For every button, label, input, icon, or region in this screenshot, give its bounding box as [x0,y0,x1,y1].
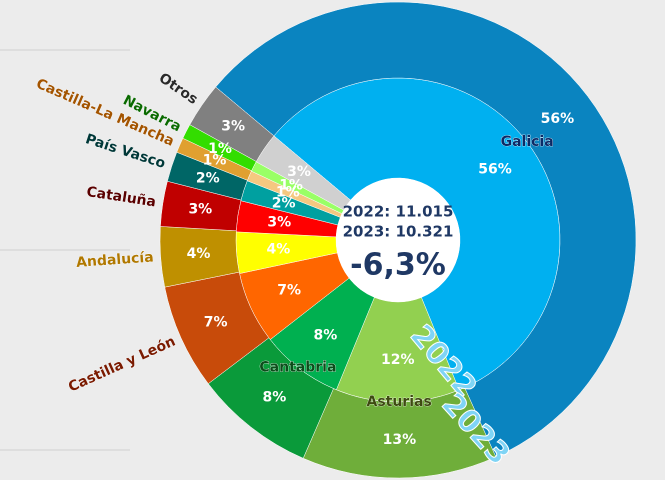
slice [215,1,637,458]
center-line: 2023: 10.321 [343,223,454,241]
value-label: 8% [263,389,287,405]
value-label: 12% [381,352,415,368]
category-label: Asturias [366,394,431,410]
category-label: Galicia [501,134,554,150]
center-change: -6,3% [350,248,446,283]
value-label: 8% [314,328,338,344]
rings [159,1,637,479]
category-label: Castilla y León [66,333,178,395]
value-label: 4% [187,246,211,262]
value-label: 4% [266,241,290,257]
category-label: Cantabria [259,359,336,375]
value-label: 2% [196,170,220,186]
value-label: 56% [541,111,575,127]
value-label: 13% [383,432,417,448]
value-label: 3% [287,164,311,180]
value-label: 7% [277,283,301,299]
value-label: 3% [188,201,212,217]
value-label: 1% [276,185,300,201]
slice [189,86,275,162]
center-hole [336,178,460,302]
value-label: 7% [204,314,228,330]
category-label: Otros [156,70,201,108]
center-line: 2022: 11.015 [343,203,454,221]
value-label: 1% [208,141,232,157]
category-label: Cataluña [85,184,157,210]
value-label: 3% [221,119,245,135]
value-label: 1% [279,178,303,194]
value-label: 56% [478,161,512,177]
value-label: 2% [272,195,296,211]
value-label: 1% [203,152,227,168]
value-label: 3% [267,214,291,230]
category-label: Andalucía [76,249,155,270]
